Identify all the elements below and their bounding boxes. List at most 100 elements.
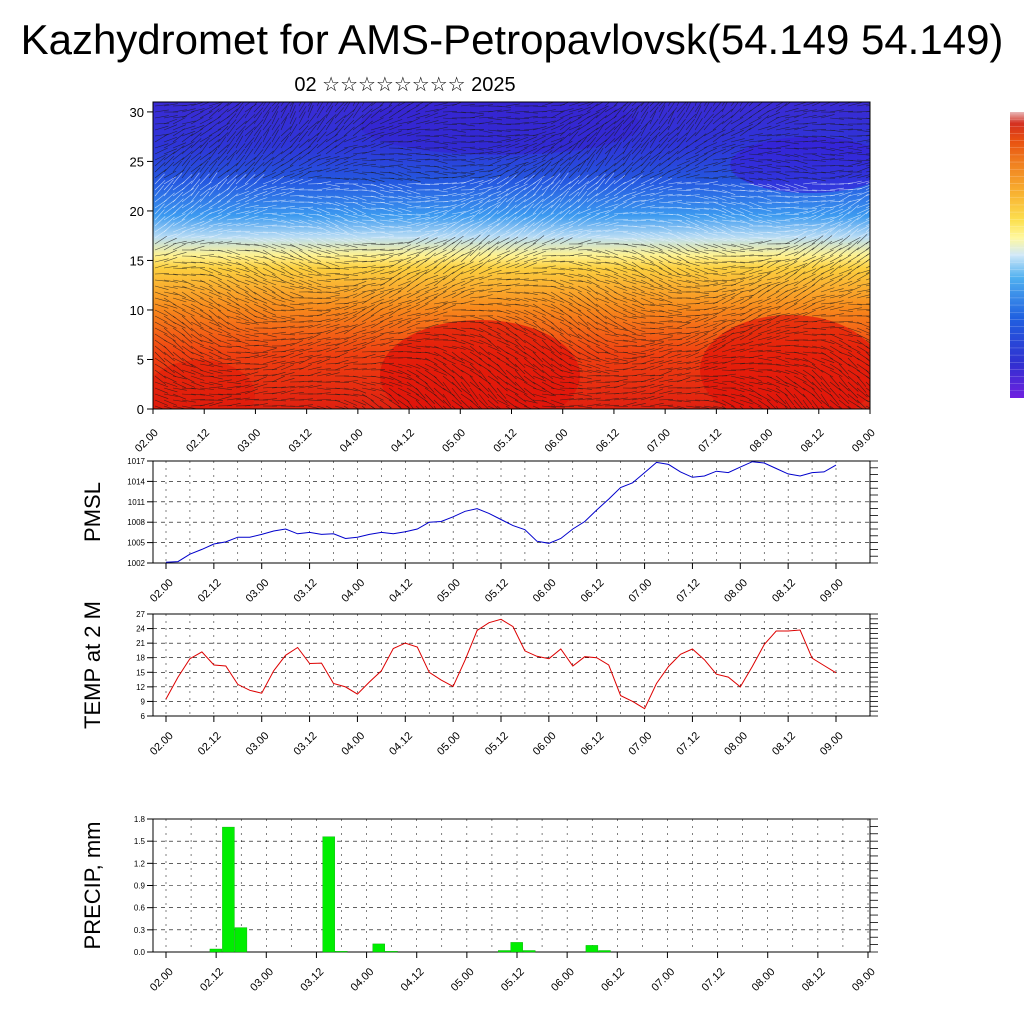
wind-barb — [226, 162, 238, 173]
wind-barb — [406, 291, 420, 299]
wind-barb — [640, 106, 650, 119]
wind-barb — [235, 327, 250, 333]
wind-barb — [307, 285, 322, 291]
wind-barb — [523, 174, 535, 185]
wind-barb — [604, 173, 615, 185]
wind-barb — [496, 315, 511, 321]
wind-barb — [424, 237, 438, 245]
precip-bar — [335, 951, 348, 953]
wind-barb — [640, 198, 655, 203]
wind-barb — [154, 405, 165, 409]
wind-barb — [766, 140, 782, 143]
wind-barb — [559, 375, 574, 379]
wind-barb — [505, 345, 519, 353]
wind-barb — [451, 211, 466, 215]
wind-barb — [847, 237, 861, 245]
wind-barb — [712, 219, 727, 226]
wind-barb — [577, 397, 592, 401]
wind-barb — [253, 184, 268, 191]
wind-barb — [388, 343, 403, 347]
wind-barb — [568, 273, 583, 277]
wind-barb — [379, 270, 394, 275]
heat-xtick-label: 03.00 — [235, 427, 263, 455]
wind-barb — [766, 363, 781, 366]
wind-barb — [703, 366, 718, 371]
wind-barb — [415, 257, 430, 263]
wind-barb — [379, 255, 393, 263]
wind-barb — [217, 279, 231, 288]
wind-barb — [433, 357, 447, 365]
wind-barb — [604, 309, 617, 319]
wind-barb — [370, 298, 385, 305]
wind-barb — [244, 267, 258, 275]
wind-barb — [586, 315, 599, 325]
wind-barb — [190, 309, 204, 317]
wind-barb — [505, 249, 519, 257]
wind-barb — [235, 135, 244, 149]
wind-barb — [505, 357, 517, 368]
wind-barb — [694, 261, 709, 265]
wind-barb — [505, 291, 520, 294]
wind-barb — [568, 309, 582, 316]
wind-barb — [460, 123, 475, 127]
xtick-label: 04.12 — [387, 577, 415, 605]
wind-barb — [550, 405, 565, 408]
xtick-label: 02.00 — [148, 730, 176, 758]
wind-barb — [622, 211, 637, 215]
wind-barb — [379, 102, 385, 107]
wind-barb — [478, 188, 492, 197]
wind-barb — [451, 235, 464, 245]
wind-barb — [532, 105, 548, 108]
wind-barb — [847, 357, 858, 369]
wind-barb — [451, 271, 464, 281]
wind-barb — [694, 219, 709, 226]
wind-barb — [235, 183, 249, 191]
xtick-label: 06.12 — [599, 966, 627, 994]
wind-barb — [838, 235, 851, 245]
wind-barb — [856, 159, 870, 161]
wind-barb — [541, 125, 556, 131]
wind-barb — [532, 387, 547, 393]
wind-barb — [226, 124, 236, 137]
wind-barb — [730, 318, 745, 323]
wind-barb — [613, 267, 628, 273]
wind-barb — [793, 200, 808, 203]
wind-barb — [271, 176, 284, 185]
wind-barb — [712, 361, 727, 365]
wind-barb — [298, 195, 313, 198]
wind-barb — [730, 381, 745, 387]
xtick-label: 05.00 — [435, 730, 463, 758]
wind-barb — [370, 125, 385, 131]
wind-barb — [757, 195, 772, 201]
wind-barb — [676, 237, 691, 242]
wind-barb — [316, 285, 331, 289]
wind-barb — [667, 331, 682, 335]
wind-barb — [703, 291, 719, 293]
wind-barb — [640, 261, 655, 266]
wind-barb — [325, 278, 341, 281]
wind-barb — [172, 145, 185, 155]
wind-barb — [325, 105, 334, 119]
wind-barb — [298, 357, 312, 365]
wind-barb — [352, 231, 367, 235]
wind-barb — [658, 102, 664, 107]
wind-barb — [361, 381, 376, 386]
wind-barb — [577, 357, 592, 363]
wind-barb — [550, 255, 566, 257]
wind-barb — [406, 216, 421, 221]
wind-barb — [802, 268, 817, 275]
wind-barb — [514, 339, 526, 351]
wind-barb — [469, 152, 484, 155]
wind-barb — [676, 106, 686, 119]
wind-barb — [703, 316, 717, 323]
wind-barb — [442, 214, 457, 221]
wind-barb — [163, 199, 176, 209]
wind-barb — [235, 333, 250, 339]
wind-barb — [244, 355, 259, 359]
wind-barb — [334, 316, 349, 323]
wind-barb — [739, 102, 750, 113]
wind-barb — [865, 227, 870, 233]
wind-barb — [865, 345, 870, 350]
wind-barb — [316, 329, 331, 335]
wind-barb — [469, 381, 482, 391]
